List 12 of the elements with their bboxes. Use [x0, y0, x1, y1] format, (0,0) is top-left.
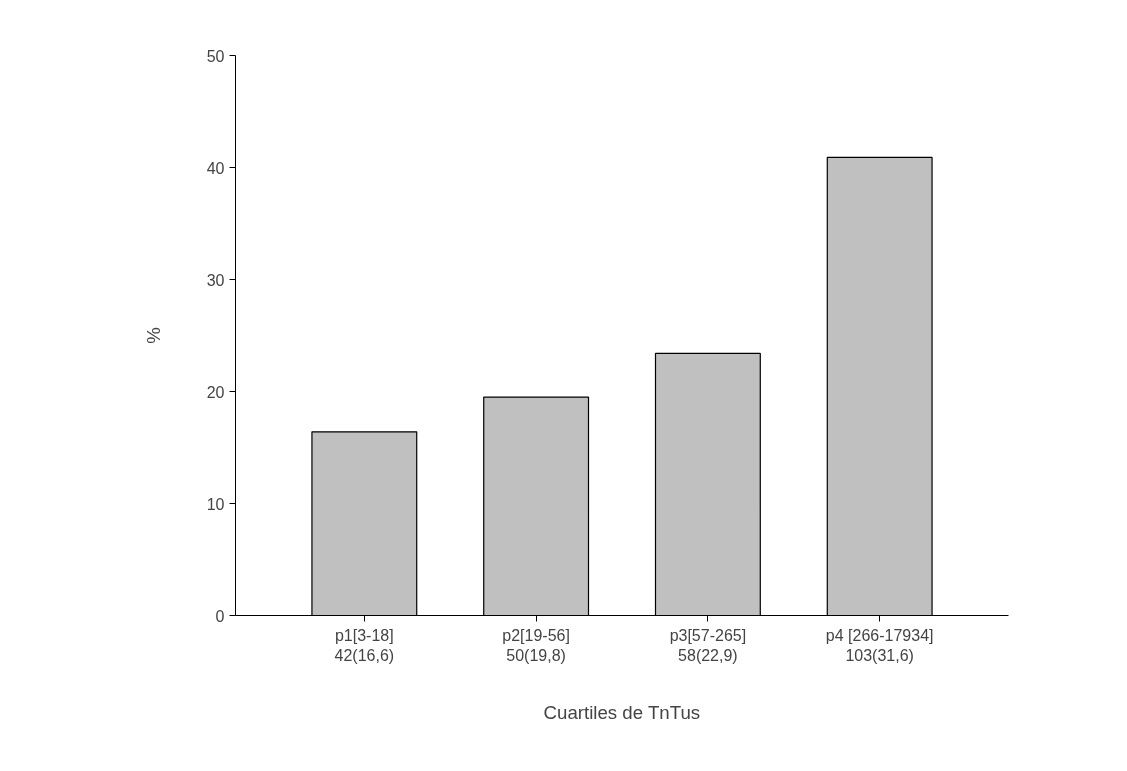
x-tick-label: p4 [266-17934] 103(31,6)	[825, 626, 934, 664]
x-axis-title: Cuartiles de TnTus	[543, 701, 701, 723]
x-tick-label: p2[19-56] 50(19,8)	[502, 626, 570, 664]
x-tick-label: p1[3-18] 42(16,6)	[334, 626, 395, 664]
y-tick-label: 50	[206, 47, 225, 65]
x-tick-label: p3[57-265] 58(22,9)	[669, 626, 747, 664]
y-axis-title: %	[142, 327, 164, 344]
y-tick-label: 10	[206, 495, 225, 513]
y-tick-label: 30	[206, 271, 225, 289]
y-tick-label: 20	[206, 383, 225, 401]
y-tick-label: 0	[215, 607, 225, 625]
y-tick-label: 40	[206, 159, 225, 177]
